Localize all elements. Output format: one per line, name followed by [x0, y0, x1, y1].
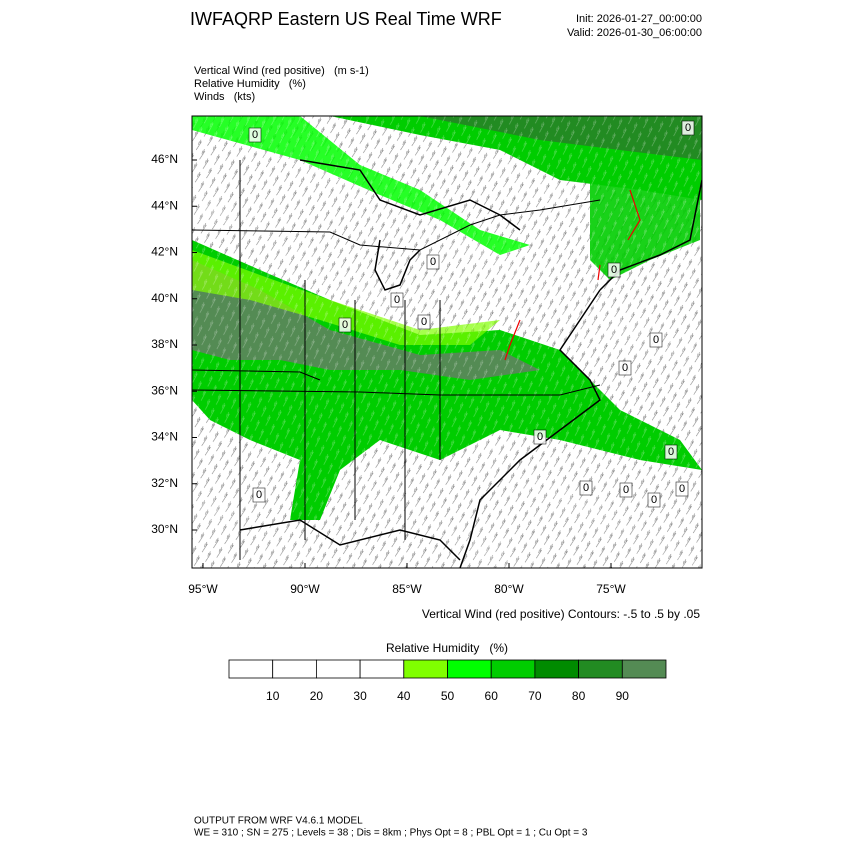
contour-label: 0 [394, 294, 400, 306]
contour-label-box [252, 487, 266, 503]
contour-label: 0 [342, 319, 348, 331]
colorbar-label: 70 [528, 689, 542, 703]
field-label: Vertical Wind (red positive) (m s-1) [194, 65, 369, 77]
map-frame [191, 115, 703, 569]
coastline [459, 289, 601, 568]
contour [627, 189, 641, 241]
coastline [239, 519, 461, 561]
colorbar-label: 80 [572, 689, 586, 703]
contour-label-box [664, 444, 678, 460]
contour-label-box [675, 481, 689, 497]
contour-label: 0 [430, 256, 436, 268]
title: IWFAQRP Eastern US Real Time WRF [190, 9, 502, 29]
border [192, 369, 321, 381]
contour-label-box [248, 127, 262, 143]
contour-label-box [390, 292, 404, 308]
lat-label: 40°N [151, 291, 178, 305]
field-label: Relative Humidity (%) [194, 78, 306, 90]
lat-label: 46°N [151, 152, 178, 166]
lon-label: 85°W [392, 582, 422, 596]
colorbar-label: 10 [266, 689, 280, 703]
field-label: Winds (kts) [194, 91, 255, 103]
contour-label-box [607, 262, 621, 278]
contour-label: 0 [583, 482, 589, 494]
contour-label-box [426, 254, 440, 270]
lat-label: 38°N [151, 337, 178, 351]
contour-label-box [533, 429, 547, 445]
contour-label: 0 [668, 446, 674, 458]
colorbar-label: 40 [397, 689, 411, 703]
coastline [374, 239, 421, 291]
contour-label-box [579, 480, 593, 496]
contour-label-box [619, 482, 633, 498]
map-ticks: 46°N 44°N 42°N 40°N 38°N 36°N 34°N 32°N 30°N 95°W… [151, 120, 695, 596]
coastline [299, 159, 521, 231]
colorbar-label: 20 [310, 689, 324, 703]
colorbar-box [621, 659, 667, 679]
lat-label: 30°N [151, 522, 178, 536]
contour-label: 0 [537, 431, 543, 443]
lon-label: 95°W [188, 582, 218, 596]
contour-note: Vertical Wind (red positive) Contours: -… [422, 607, 700, 621]
contour-label: 0 [252, 129, 258, 141]
colorbar-box [534, 659, 580, 679]
footer-line: WE = 310 ; SN = 275 ; Levels = 38 ; Dis … [194, 828, 588, 839]
contour-label-box [618, 360, 632, 376]
contour-label: 0 [653, 334, 659, 346]
colorbar-label: 90 [616, 689, 630, 703]
colorbar: 10 20 30 40 50 60 70 80 90 [228, 659, 667, 703]
contour-label: 0 [421, 316, 427, 328]
colorbar-box [490, 659, 536, 679]
colorbar-box [403, 659, 448, 679]
contour-label: 0 [256, 489, 262, 501]
colorbar-box [228, 659, 274, 679]
contour-label-box [417, 314, 431, 330]
map-area [192, 116, 702, 568]
colorbar-box [272, 659, 317, 679]
contour-label-box [338, 317, 352, 333]
contour-label: 0 [622, 362, 628, 374]
colorbar-label: 30 [353, 689, 367, 703]
lon-label: 80°W [494, 582, 524, 596]
colorbar-box [447, 659, 492, 679]
contour-label-box [647, 492, 661, 508]
colorbar-title: Relative Humidity (%) [386, 641, 508, 655]
colorbar-box [315, 659, 361, 679]
wind-barbs [192, 116, 702, 568]
vertical-wind-contours [504, 189, 641, 361]
lat-label: 36°N [151, 383, 178, 397]
contour [504, 319, 521, 361]
lat-label: 34°N [151, 430, 178, 444]
contour-label: 0 [611, 264, 617, 276]
contour-label: 0 [685, 122, 691, 134]
border [192, 199, 601, 251]
init-time: Init: 2026-01-27_00:00:00 [576, 13, 702, 25]
contour-label-box [649, 332, 663, 348]
lon-label: 90°W [290, 582, 320, 596]
colorbar-label: 60 [485, 689, 499, 703]
lat-label: 44°N [151, 198, 178, 212]
contour-label-box [681, 120, 695, 136]
lat-label: 42°N [151, 245, 178, 259]
footer-line: OUTPUT FROM WRF V4.6.1 MODEL [194, 816, 363, 827]
colorbar-label: 50 [441, 689, 455, 703]
contour [597, 264, 601, 281]
lon-label: 75°W [596, 582, 626, 596]
colorbar-box [578, 659, 623, 679]
contour-label: 0 [623, 484, 629, 496]
valid-time: Valid: 2026-01-30_06:00:00 [567, 27, 702, 39]
border [239, 160, 441, 560]
lat-label: 32°N [151, 476, 178, 490]
contour-label: 0 [679, 483, 685, 495]
contour-label: 0 [651, 494, 657, 506]
colorbar-box [359, 659, 405, 679]
